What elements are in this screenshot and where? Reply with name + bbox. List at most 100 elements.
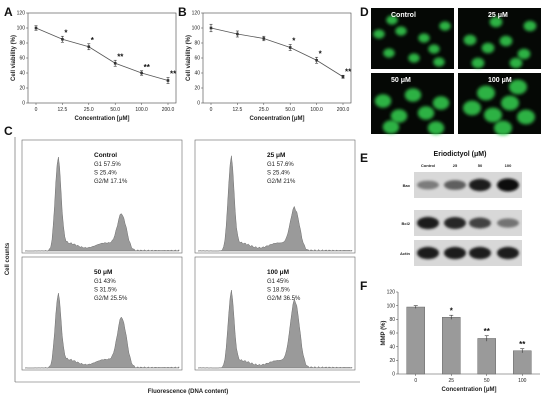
micrograph-label: 50 μM xyxy=(391,77,411,84)
data-point xyxy=(87,45,91,49)
stained-nucleus xyxy=(432,96,450,110)
protein-band xyxy=(444,246,466,260)
stained-nucleus xyxy=(395,26,407,36)
significance-star: * xyxy=(292,37,296,46)
phase-percentage: S 25.4% xyxy=(94,171,117,177)
x-axis-label: Concentration [μM] xyxy=(75,116,130,122)
stained-nucleus xyxy=(404,88,422,102)
y-tick-label: 80 xyxy=(194,41,200,47)
stained-nucleus xyxy=(493,120,513,136)
stained-nucleus xyxy=(489,16,503,28)
x-tick-label: 25.0 xyxy=(259,107,269,113)
x-tick-label: 200.0 xyxy=(162,107,175,113)
dna-histogram-area xyxy=(197,155,353,252)
panel-label-f: F xyxy=(360,279,367,293)
significance-star: ** xyxy=(345,67,352,76)
stained-nucleus xyxy=(373,29,385,39)
phase-percentage: S 25.4% xyxy=(267,171,290,177)
significance-star: ** xyxy=(170,70,177,79)
y-tick-label: 0 xyxy=(22,101,25,107)
stained-nucleus xyxy=(517,48,531,60)
y-axis-label: Cell counts xyxy=(5,242,11,275)
y-tick-label: 120 xyxy=(387,290,396,296)
lane-label: 25 xyxy=(453,163,458,168)
plot-frame xyxy=(27,12,177,104)
stained-nucleus xyxy=(383,48,395,58)
y-axis-label: MMP (%) xyxy=(381,321,387,346)
phase-percentage: G1 43% xyxy=(94,279,116,285)
micrograph-label: Control xyxy=(391,12,416,19)
y-tick-label: 100 xyxy=(192,26,201,32)
stained-nucleus xyxy=(516,109,536,125)
stained-nucleus xyxy=(408,53,420,63)
stained-nucleus xyxy=(439,21,451,31)
panel-c-cell-cycle-histograms: Cell counts Fluorescence (DNA content) Con… xyxy=(5,137,360,395)
histogram-frame xyxy=(21,256,183,371)
x-tick-label: 50.0 xyxy=(285,107,295,113)
data-point xyxy=(166,79,170,82)
dna-histogram-area xyxy=(197,290,353,369)
y-tick-label: 40 xyxy=(389,344,395,350)
stained-nucleus xyxy=(417,106,435,120)
protein-band xyxy=(444,217,466,229)
stained-nucleus xyxy=(509,57,523,69)
y-tick-label: 0 xyxy=(197,101,200,107)
stained-nucleus xyxy=(390,109,408,123)
protein-band xyxy=(497,246,519,260)
x-tick-label: 0 xyxy=(210,107,213,113)
y-tick-label: 120 xyxy=(17,11,26,17)
panel-label-b: B xyxy=(178,5,187,19)
series-line xyxy=(35,27,169,81)
stained-nucleus xyxy=(483,107,503,123)
data-point xyxy=(236,32,239,36)
stained-nucleus xyxy=(462,100,482,116)
significance-star: * xyxy=(91,36,95,45)
x-tick-label: 0 xyxy=(414,378,417,384)
data-point xyxy=(113,61,117,65)
micrograph-label: 100 μM xyxy=(488,77,512,84)
protein-label: Actin xyxy=(400,251,411,256)
y-tick-label: 20 xyxy=(194,86,200,92)
y-tick-label: 20 xyxy=(19,86,25,92)
histogram-frame xyxy=(194,256,356,371)
micrograph-label: 25 μM xyxy=(488,12,508,19)
stained-nucleus xyxy=(428,44,440,54)
protein-label: Bcl2 xyxy=(402,221,411,226)
x-axis-label: Fluorescence (DNA content) xyxy=(148,389,228,395)
histogram-title: Control xyxy=(94,152,117,159)
lane-label: 50 xyxy=(478,163,483,168)
y-tick-label: 0 xyxy=(392,372,395,378)
phase-percentage: S 18.5% xyxy=(267,288,290,294)
data-point xyxy=(140,71,143,75)
panel-e-western-blot: Eriodictyol (μM) Control 25 50 100 Bax Bcl2 Act… xyxy=(400,151,522,266)
phase-percentage: G2/M 25.5% xyxy=(94,296,128,302)
dna-histogram-area xyxy=(24,156,180,252)
protein-band xyxy=(469,217,491,229)
stained-nucleus xyxy=(427,121,445,135)
phase-percentage: G1 45% xyxy=(267,279,289,285)
x-tick-label: 100.0 xyxy=(310,107,323,113)
panel-label-c: C xyxy=(4,124,13,138)
y-tick-label: 60 xyxy=(194,56,200,62)
significance-star: * xyxy=(319,49,323,58)
significance-star: * xyxy=(64,28,68,37)
lane-label: Control xyxy=(421,163,435,168)
x-tick-label: 12.5 xyxy=(58,107,68,113)
stained-nucleus xyxy=(374,94,392,108)
x-axis-label: Concentration [μM] xyxy=(250,116,305,122)
histogram-frame xyxy=(21,139,183,254)
y-axis-label: Cell viability (%) xyxy=(186,35,192,81)
x-tick-label: 0 xyxy=(35,107,38,113)
histogram-frame xyxy=(194,139,356,254)
stained-nucleus xyxy=(382,120,400,134)
significance-star: ** xyxy=(484,327,491,336)
stained-nucleus xyxy=(418,33,430,43)
blot-title: Eriodictyol (μM) xyxy=(434,151,487,158)
protein-band xyxy=(469,246,491,260)
y-tick-label: 20 xyxy=(389,358,395,364)
stained-nucleus xyxy=(499,35,513,47)
y-tick-label: 60 xyxy=(19,56,25,62)
data-point xyxy=(288,46,292,49)
